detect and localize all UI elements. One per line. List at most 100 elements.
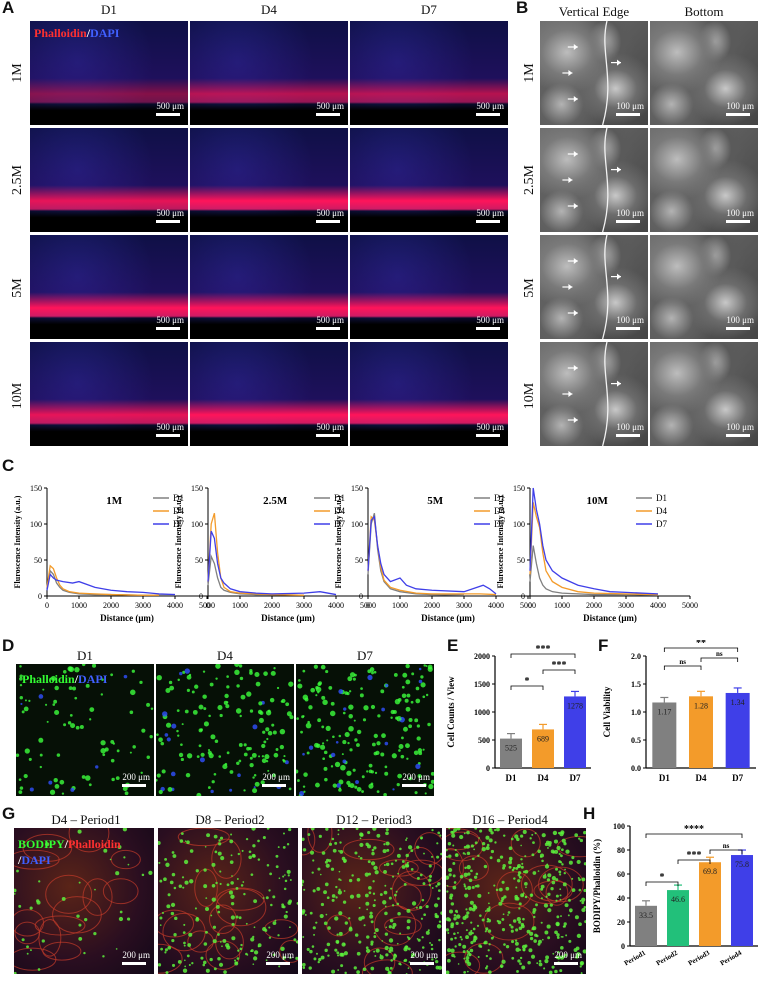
lipid-droplet-dot — [14, 971, 17, 974]
lipid-droplet-dot — [282, 832, 285, 835]
lipid-droplet-dot — [481, 846, 486, 852]
scale-bar — [476, 327, 500, 330]
significance-label: *** — [552, 660, 567, 671]
lipid-droplet-dot — [318, 957, 322, 962]
lipid-droplet-dot — [532, 871, 537, 875]
lipid-droplet-dot — [530, 954, 536, 959]
cell-dot — [302, 715, 305, 718]
lipid-droplet-dot — [403, 882, 407, 886]
cell-dot — [338, 779, 344, 785]
significance-label: **** — [684, 824, 704, 835]
lipid-droplet-dot — [359, 833, 364, 837]
cell-dot — [202, 694, 207, 699]
cell-dot — [252, 776, 255, 779]
lipid-droplet-dot — [510, 929, 514, 933]
cell-dot — [342, 740, 347, 745]
cell-dot — [56, 753, 61, 757]
lipid-droplet-dot — [327, 954, 330, 957]
actin-outline — [158, 943, 183, 974]
lipid-droplet-dot — [447, 867, 453, 873]
lipid-droplet-dot — [240, 884, 244, 887]
panel-a-micrograph-r4-c3: 500 μm — [350, 342, 508, 446]
cell-dot — [356, 787, 362, 792]
lipid-droplet-dot — [582, 949, 586, 954]
lipid-droplet-dot — [448, 873, 452, 877]
lipid-droplet-dot — [473, 875, 478, 879]
cell-dot — [354, 785, 358, 789]
cell-dot — [100, 693, 104, 696]
actin-outline — [14, 921, 41, 945]
lipid-droplet-dot — [309, 850, 315, 855]
lipid-droplet-dot — [486, 907, 491, 912]
cell-dot — [75, 725, 80, 730]
lipid-droplet-dot — [373, 846, 377, 850]
scale-bar-label: 100 μm — [726, 208, 754, 218]
lipid-droplet-dot — [555, 878, 559, 882]
lipid-droplet-dot — [389, 918, 394, 923]
lipid-droplet-dot — [462, 852, 465, 855]
lipid-droplet-dot — [571, 856, 575, 860]
cell-dot — [110, 758, 115, 763]
cell-dot — [70, 787, 75, 792]
y-tick-label: 0 — [38, 592, 42, 601]
lipid-droplet-dot — [457, 963, 460, 965]
lipid-droplet-dot — [325, 913, 328, 916]
scale-bar-label: 100 μm — [616, 101, 644, 111]
lipid-droplet-dot — [340, 964, 344, 968]
cell-dot — [184, 668, 190, 674]
cell-dot — [384, 765, 388, 769]
panel-b-sem-r4-c2: 100 μm — [650, 342, 758, 446]
lipid-droplet-dot — [302, 883, 304, 887]
lipid-droplet-dot — [583, 862, 586, 866]
lipid-droplet-dot — [282, 845, 286, 849]
y-tick-label: 100 — [513, 520, 525, 529]
cell-dot — [368, 763, 373, 768]
lipid-droplet-dot — [553, 839, 559, 844]
lipid-droplet-dot — [181, 876, 185, 879]
lipid-droplet-dot — [399, 932, 402, 935]
lipid-droplet-dot — [454, 936, 457, 940]
lipid-droplet-dot — [451, 953, 455, 958]
cell-dot — [273, 752, 279, 758]
lipid-droplet-dot — [543, 967, 546, 970]
arrow-head-icon — [573, 44, 578, 50]
actin-outline — [384, 916, 422, 936]
cell-dot — [140, 771, 143, 775]
scale-bar-label: 500 μm — [156, 315, 184, 325]
cell-dot — [158, 789, 163, 795]
lipid-droplet-dot — [465, 935, 469, 940]
series-line-d1 — [207, 553, 305, 596]
lipid-droplet-dot — [215, 904, 220, 909]
lipid-droplet-dot — [165, 971, 169, 974]
lipid-droplet-dot — [431, 855, 434, 858]
y-tick-label: 1000 — [474, 708, 490, 717]
lipid-droplet-dot — [578, 878, 581, 881]
lipid-droplet-dot — [191, 962, 194, 965]
bar-d1 — [652, 702, 677, 768]
series-line-d4 — [207, 513, 305, 596]
cell-dot — [81, 775, 86, 779]
scale-bar — [316, 113, 340, 116]
vertical-edge-outline — [562, 235, 621, 339]
x-tick-label: 3000 — [618, 601, 634, 610]
lipid-droplet-dot — [221, 945, 223, 948]
cell-dot — [413, 750, 419, 756]
cell-dot — [129, 751, 132, 754]
lipid-droplet-dot — [284, 874, 286, 876]
lipid-droplet-dot — [339, 952, 344, 957]
cell-dot — [219, 713, 223, 718]
lipid-droplet-dot — [215, 881, 218, 885]
lipid-droplet-dot — [164, 857, 168, 861]
cell-dot — [18, 778, 22, 782]
lipid-droplet-dot — [167, 945, 172, 950]
lipid-droplet-dot — [250, 873, 254, 877]
actin-outline — [361, 959, 413, 974]
lipid-droplet-dot — [115, 948, 118, 950]
cell-dot — [215, 677, 218, 680]
lipid-droplet-dot — [428, 874, 433, 878]
x-axis-label: Distance (μm) — [261, 613, 315, 623]
lipid-droplet-dot — [541, 859, 544, 863]
lipid-droplet-dot — [507, 911, 511, 914]
cell-dot — [298, 679, 301, 682]
lipid-droplet-dot — [485, 954, 489, 958]
